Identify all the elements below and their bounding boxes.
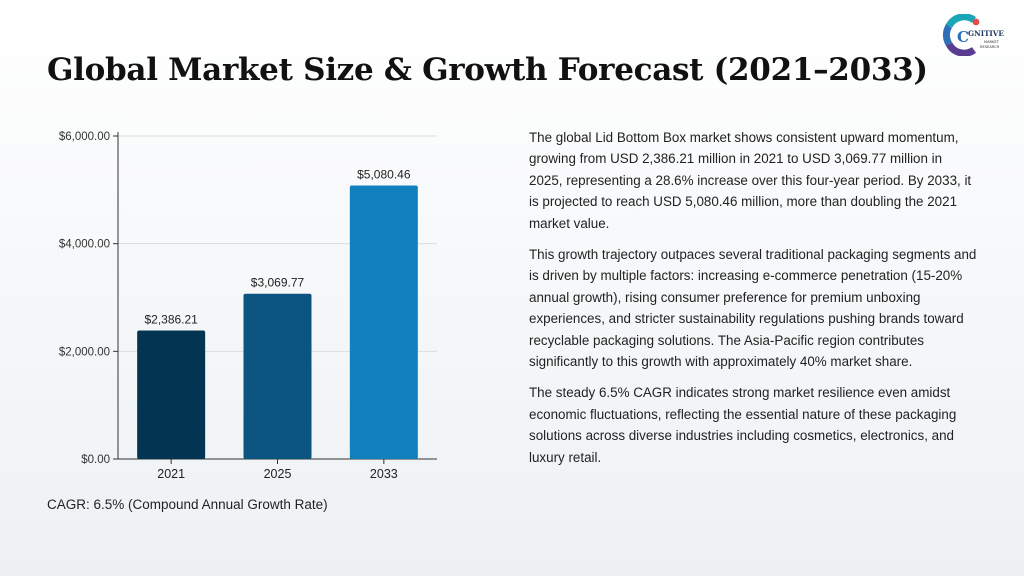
y-tick-label: $0.00 [81,454,110,466]
paragraph-3: The steady 6.5% CAGR indicates strong ma… [529,385,957,465]
logo-ring-teal [945,14,977,28]
y-tick-label: $2,000.00 [59,346,110,358]
logo-word: GNITIVE [968,29,1004,38]
logo-dot [972,18,980,26]
x-tick-label-2021: 2021 [157,467,185,481]
paragraph-1: The global Lid Bottom Box market shows c… [529,130,972,231]
paragraph-2: This growth trajectory outpaces several … [529,247,977,370]
bar-2021 [137,330,206,459]
x-tick-label-2025: 2025 [264,467,292,481]
logo-ring-purple [945,42,977,56]
company-logo: C GNITIVE MARKET RESEARCH [942,14,1004,56]
value-label-2033: $5,080.46 [357,168,411,182]
bar-2033 [349,185,418,460]
bar-2025 [243,293,312,459]
analysis-text: The global Lid Bottom Box market shows c… [529,127,979,478]
logo-ring-blue [942,24,953,46]
y-tick-label: $4,000.00 [59,239,110,251]
logo-line2: RESEARCH [980,45,1000,49]
cagr-caption: CAGR: 6.5% (Compound Annual Growth Rate) [47,497,328,512]
x-tick-label-2033: 2033 [370,467,398,481]
logo-letter: C [957,28,969,46]
y-tick-label: $6,000.00 [59,131,110,143]
logo-line1: MARKET [984,40,1000,44]
value-label-2025: $3,069.77 [251,276,305,290]
market-size-bar-chart: $0.00 $2,000.00 $4,000.00 $6,000.00 $2,386.2… [59,131,437,481]
value-label-2021: $2,386.21 [144,313,198,327]
page-title: Global Market Size & Growth Forecast (20… [47,52,928,88]
